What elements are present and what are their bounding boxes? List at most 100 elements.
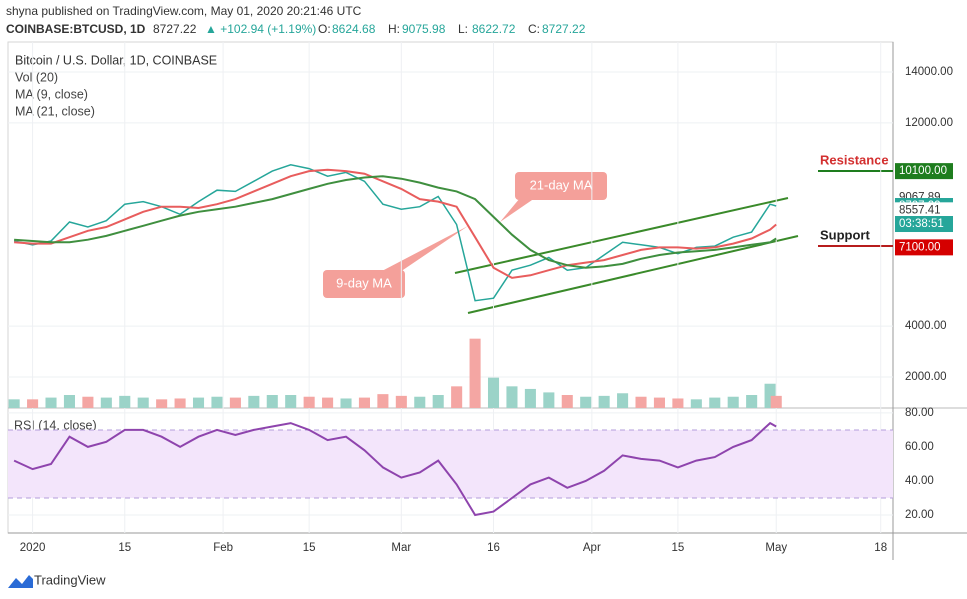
volume-bar	[653, 397, 665, 408]
countdown-box	[895, 216, 953, 233]
volume-bar	[561, 395, 573, 408]
volume-bar	[137, 397, 149, 408]
ohlc: O: 8624.68 H: 9075.98 L: 8622.72 C: 8727.22	[318, 22, 586, 36]
price-label: 7100.00	[899, 241, 941, 253]
volume-bar	[395, 395, 407, 408]
ohlc-key: C:	[528, 22, 540, 36]
volume-bar	[229, 397, 241, 408]
ma-line	[14, 168, 777, 279]
volume-bar	[156, 399, 168, 408]
volume-bar	[764, 383, 776, 408]
volume-bar	[524, 388, 536, 408]
legend: Bitcoin / U.S. Dollar, 1D, COINBASE Vol (…	[14, 53, 217, 432]
volume-bar	[469, 338, 481, 408]
volume-bar	[377, 394, 389, 408]
ohlc-value: 8624.68	[332, 22, 376, 36]
volume-bar	[690, 399, 702, 408]
volume-bar	[746, 395, 758, 408]
volume-bar	[358, 397, 370, 408]
volume-bar	[617, 393, 629, 408]
publisher: shyna published on TradingView.com, May …	[6, 4, 362, 18]
ohlc-key: L:	[458, 22, 468, 36]
volume-bar	[672, 398, 684, 408]
volume-bar	[266, 395, 278, 408]
price-label: 10100.00	[899, 165, 947, 177]
volume-bar	[414, 396, 426, 408]
y-tick-label: 4000.00	[905, 320, 947, 332]
x-tick-label: Feb	[213, 542, 233, 554]
ohlc-key: H:	[388, 22, 400, 36]
volume-bar	[635, 396, 647, 408]
x-tick-label: 15	[671, 542, 684, 554]
volume-bar	[580, 396, 592, 408]
logo	[8, 575, 33, 588]
legend-entry: MA (21, close)	[15, 104, 95, 118]
rsi-tick-label: 40.00	[905, 475, 934, 487]
rsi-line	[13, 421, 777, 517]
x-tick-label: 15	[118, 542, 131, 554]
callout	[323, 270, 405, 298]
x-tick-label: Apr	[583, 542, 601, 554]
x-tick-label: May	[765, 542, 787, 554]
price-label: 8557.41	[899, 204, 941, 216]
volume-bar	[709, 397, 721, 408]
channel-lower	[467, 235, 799, 314]
y-tick-label: 2000.00	[905, 371, 947, 383]
volume-bar	[174, 398, 186, 408]
ma-line	[14, 175, 777, 269]
legend-entry: Vol (20)	[15, 70, 58, 84]
callout-pointer	[380, 226, 468, 272]
volume-bar	[27, 399, 39, 408]
volume-bar	[727, 396, 739, 408]
volume-bar	[45, 397, 57, 408]
volume-bar	[303, 396, 315, 408]
volume-bar	[487, 377, 500, 408]
volume-bar	[192, 397, 205, 408]
legend-entry: Bitcoin / U.S. Dollar, 1D, COINBASE	[15, 53, 217, 67]
brand: TradingView	[8, 572, 106, 588]
y-tick-label: 12000.00	[905, 117, 953, 129]
volume-bar	[322, 397, 334, 408]
callout-text: 9-day MA	[336, 275, 392, 290]
last-price: 8727.22	[153, 22, 197, 36]
volume-bar	[340, 398, 352, 408]
support-label: Support	[820, 227, 870, 242]
volume-bar	[248, 395, 260, 408]
x-tick-label: Mar	[391, 542, 411, 554]
price-label-box	[895, 163, 953, 180]
volume-bar	[598, 395, 610, 408]
volume-bar	[506, 386, 518, 408]
callout-pointer	[500, 198, 535, 222]
volume-bar	[8, 399, 20, 408]
price-label-box	[895, 202, 953, 219]
volume-bar	[119, 395, 131, 408]
countdown: 03:38:51	[899, 218, 944, 230]
y-tick-label: 14000.00	[905, 66, 953, 78]
ohlc-key: O:	[318, 22, 331, 36]
rsi-tick-label: 20.00	[905, 509, 934, 521]
rsi-tick-label: 80.00	[905, 407, 934, 419]
volume-bar	[63, 395, 75, 408]
volume-bar	[100, 397, 112, 408]
ohlc-value: 9075.98	[402, 22, 446, 36]
brand-name: TradingView	[34, 572, 106, 587]
volume-bar	[82, 396, 94, 408]
volume-bar	[211, 396, 223, 408]
legend-entry: RSI (14, close)	[14, 418, 97, 432]
x-tick-label: 2020	[20, 542, 46, 554]
volume-bar	[543, 392, 555, 408]
x-tick-label: 15	[303, 542, 316, 554]
x-tick-label: 16	[487, 542, 500, 554]
volume-bar	[451, 386, 463, 408]
resistance-label: Resistance	[820, 152, 889, 167]
ohlc-value: 8622.72	[472, 22, 516, 36]
rsi-tick-label: 60.00	[905, 441, 934, 453]
symbol: COINBASE:BTCUSD, 1D	[6, 22, 146, 36]
header: shyna published on TradingView.com, May …	[6, 4, 362, 36]
channel-upper	[454, 197, 789, 274]
change: ▲ +102.94 (+1.19%)	[205, 22, 316, 36]
price-label-box	[895, 239, 953, 256]
legend-entry: MA (9, close)	[15, 87, 88, 101]
